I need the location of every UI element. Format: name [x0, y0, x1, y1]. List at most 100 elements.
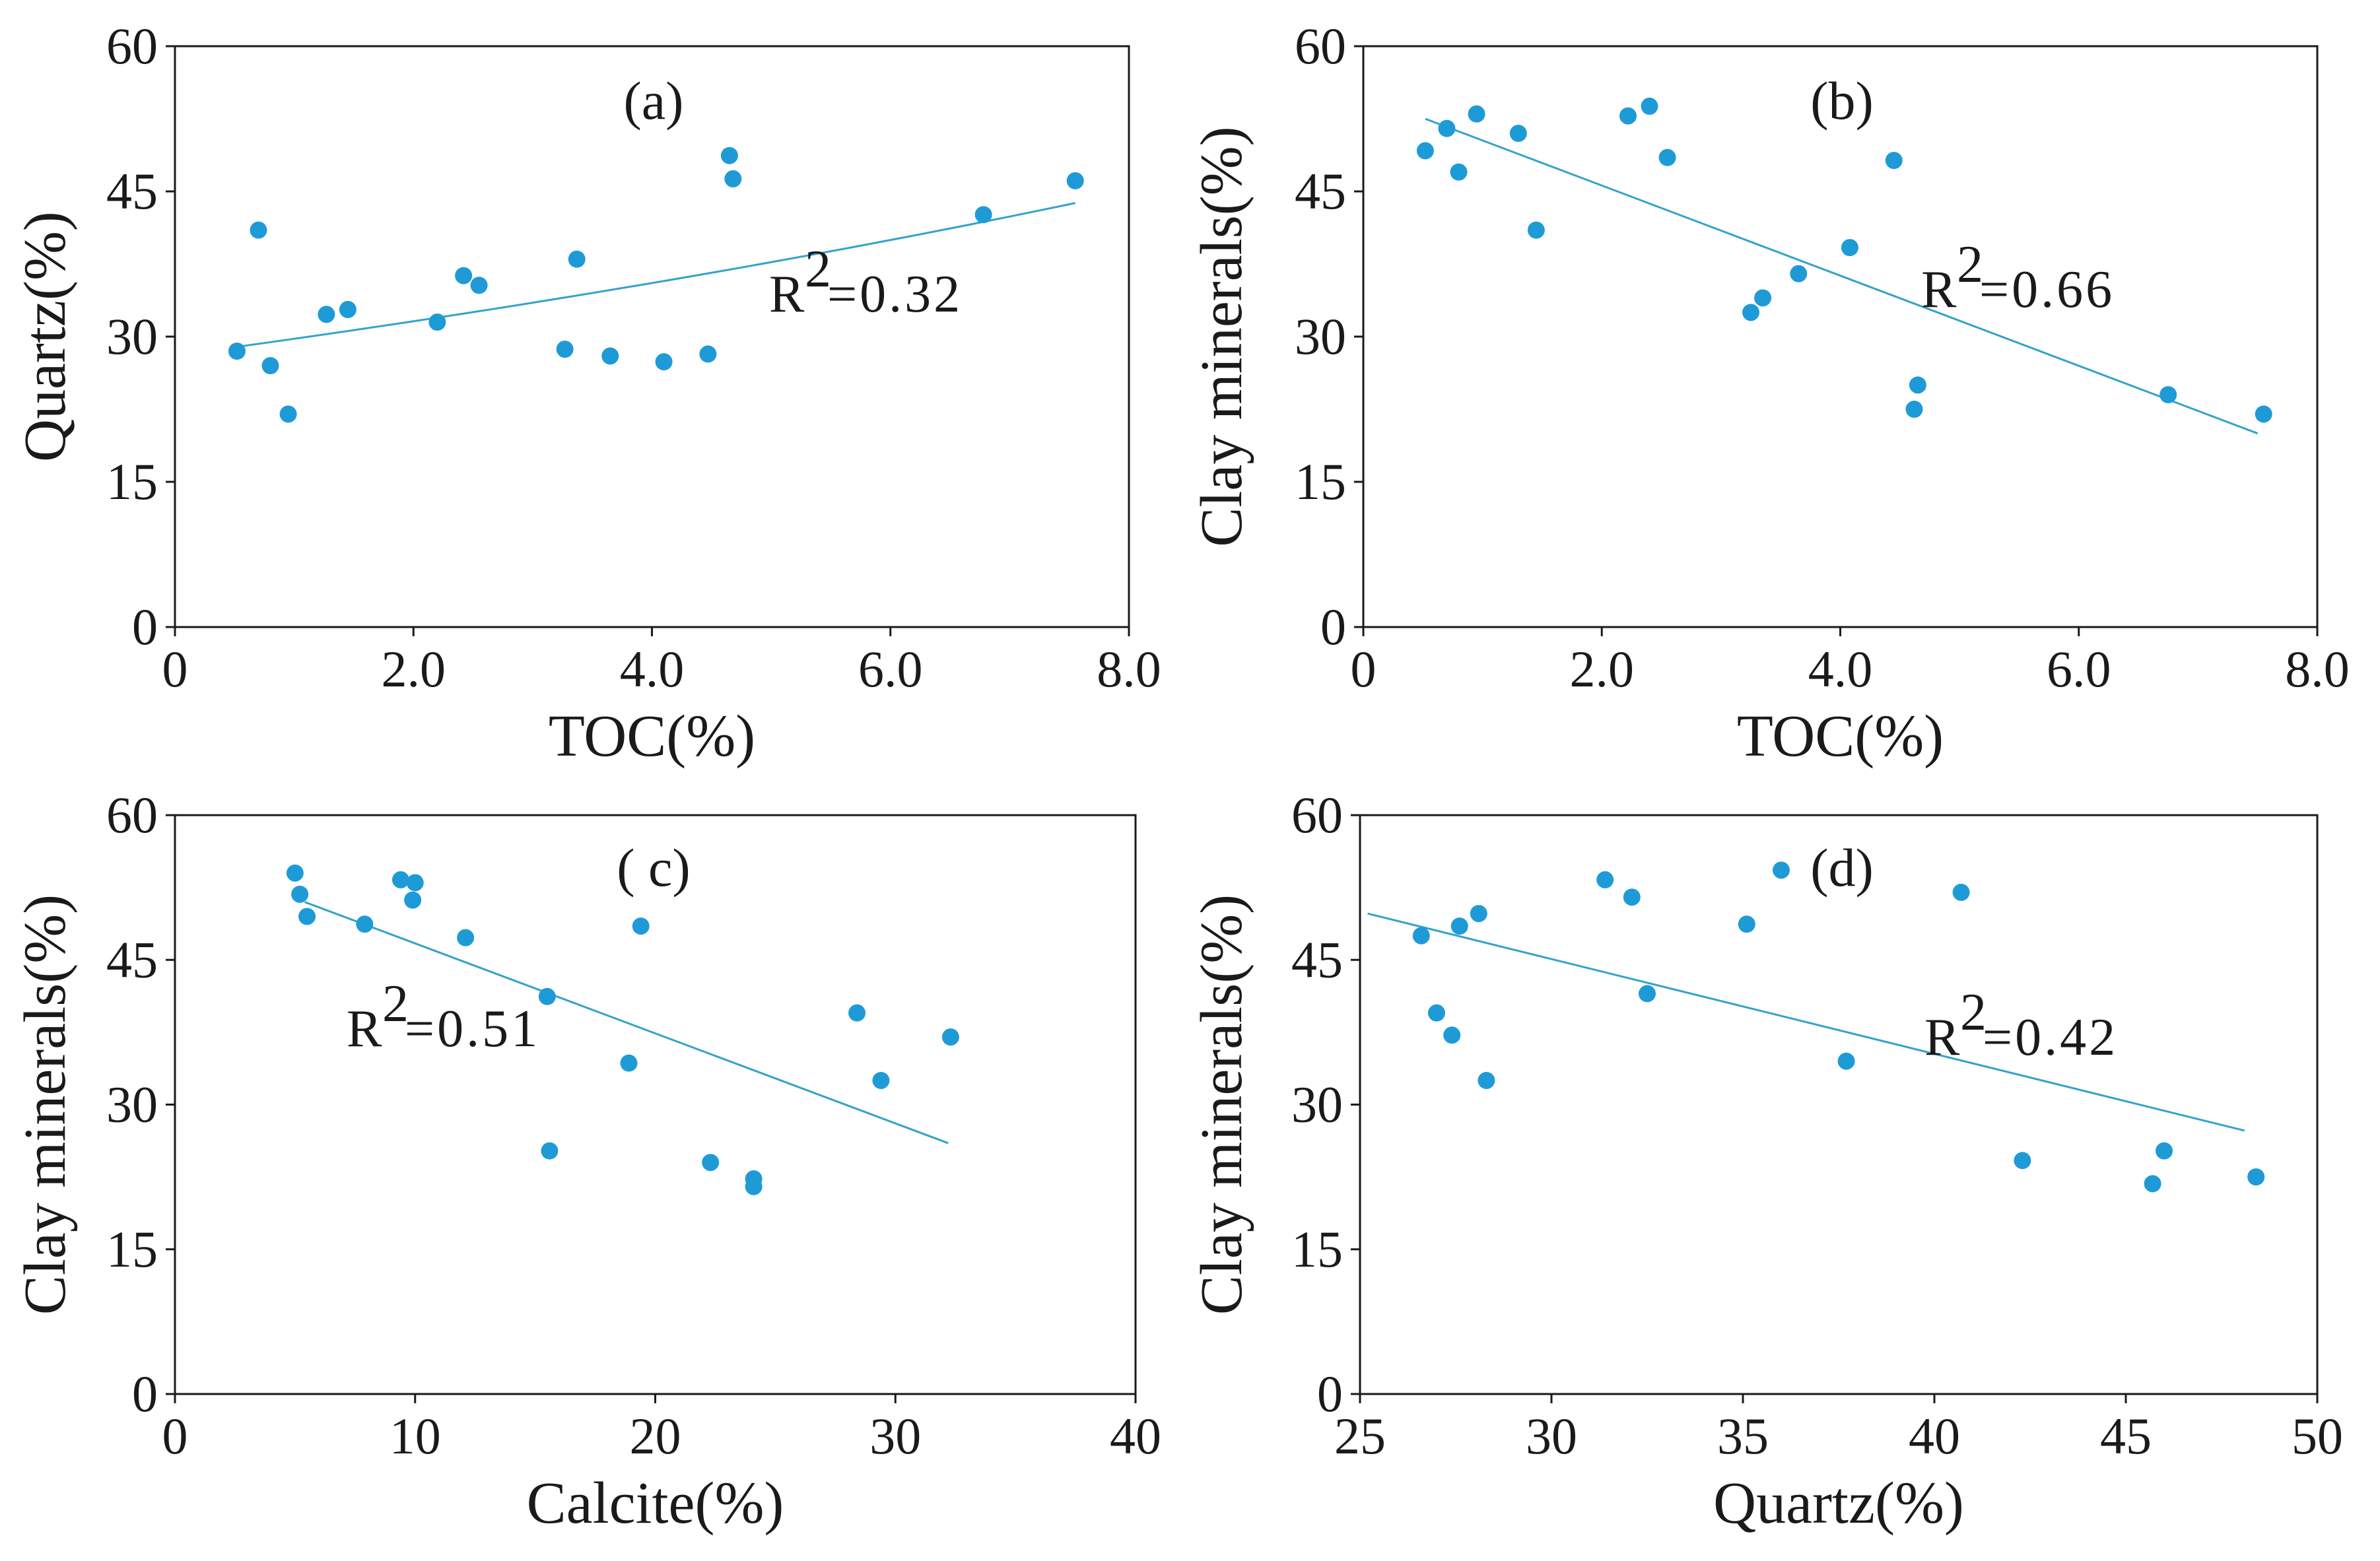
x-tick-label: 10: [390, 1407, 441, 1465]
y-tick-label: 30: [106, 1076, 158, 1133]
x-tick-label: 8.0: [1097, 640, 1161, 698]
x-tick-label: 50: [2292, 1407, 2343, 1465]
data-point: [601, 347, 619, 365]
x-tick-label: 6.0: [2047, 640, 2111, 698]
y-tick-label: 60: [106, 786, 158, 844]
r-squared-label: R: [1924, 1009, 1960, 1067]
r-squared-superscript: 2: [382, 975, 409, 1033]
y-tick-label: 60: [1291, 786, 1343, 844]
panel-label: (a): [623, 71, 683, 131]
plot-frame: [174, 814, 1137, 1395]
data-point: [620, 1054, 638, 1072]
data-point: [455, 267, 473, 284]
data-point: [1641, 97, 1658, 115]
panel-b: 0 2.0 4.0 6.0 8.0 0 15 30 45 60 TOC(%) Clay mineral…: [1189, 17, 2350, 769]
data-point: [1952, 883, 1970, 901]
data-point: [1470, 905, 1487, 923]
data-point: [1623, 888, 1641, 906]
x-tick-label: 0: [162, 640, 188, 698]
x-tick-label: 30: [869, 1407, 921, 1465]
x-tick-label: 8.0: [2285, 640, 2350, 698]
data-point: [1450, 917, 1468, 935]
data-point: [457, 929, 475, 947]
data-point: [699, 345, 717, 363]
x-tick-label: 4.0: [1808, 640, 1873, 698]
x-tick-label: 4.0: [620, 640, 685, 698]
panel-label: ( c): [617, 838, 691, 898]
data-point: [2255, 405, 2272, 423]
plot-frame: [174, 45, 1130, 628]
trend-line: [1367, 912, 2245, 1132]
data-point: [568, 250, 586, 268]
data-point: [1412, 927, 1430, 945]
data-point: [279, 405, 297, 423]
panel-label: (d): [1810, 838, 1874, 898]
r-squared-value: =0.66: [1979, 261, 2115, 319]
y-tick-label: 0: [132, 598, 158, 655]
y-tick-label: 15: [1291, 1220, 1343, 1278]
x-tick-label: 25: [1334, 1407, 1386, 1465]
data-point: [1438, 119, 1456, 137]
data-point: [1639, 985, 1656, 1003]
y-tick-label: 15: [106, 1220, 158, 1278]
data-point: [228, 343, 246, 360]
trend-line: [304, 901, 949, 1145]
x-axis-label: TOC(%): [549, 704, 755, 769]
r-squared-value: =0.32: [827, 265, 963, 323]
r-squared-label: R: [769, 265, 805, 323]
data-point: [2159, 386, 2177, 403]
data-point: [261, 357, 279, 374]
data-point: [1527, 221, 1545, 239]
data-point: [1428, 1004, 1445, 1022]
data-point: [250, 221, 267, 239]
r-squared-superscript: 2: [1957, 236, 1983, 294]
data-point: [2014, 1152, 2031, 1170]
data-point: [1885, 152, 1903, 170]
data-point: [2156, 1142, 2173, 1160]
y-axis-label: Clay minerals(%): [1189, 894, 1254, 1315]
data-point: [702, 1154, 720, 1172]
data-point: [1754, 289, 1772, 307]
r-squared-label: R: [347, 1000, 382, 1058]
data-point: [1905, 401, 1923, 418]
y-tick-label: 60: [1295, 17, 1346, 75]
data-point: [724, 170, 742, 187]
y-tick-label: 45: [1295, 162, 1346, 220]
data-point: [298, 908, 316, 925]
data-point: [1658, 149, 1676, 166]
data-point: [941, 1028, 959, 1046]
data-point: [1443, 1026, 1461, 1044]
data-point: [2144, 1175, 2161, 1193]
x-axis-label: Calcite(%): [527, 1471, 784, 1536]
trend-line: [1425, 117, 2259, 435]
x-tick-label: 40: [1110, 1407, 1161, 1465]
data-point: [286, 864, 304, 882]
x-axis-label: TOC(%): [1737, 704, 1944, 769]
data-point: [404, 891, 422, 909]
y-tick-label: 45: [106, 162, 158, 220]
data-point: [632, 917, 650, 935]
data-point: [470, 277, 488, 294]
data-point: [291, 885, 309, 903]
panel-d: 25 30 35 40 45 50 0 15 30 45 60 Quartz(%) Clay miner…: [1189, 786, 2343, 1536]
r-squared-value: =0.42: [1983, 1009, 2118, 1067]
x-tick-label: 0: [162, 1407, 188, 1465]
x-tick-label: 45: [2100, 1407, 2152, 1465]
x-tick-label: 20: [630, 1407, 681, 1465]
y-tick-label: 30: [1295, 308, 1346, 365]
data-point: [1450, 163, 1468, 181]
y-tick-label: 45: [106, 931, 158, 988]
data-point: [1468, 105, 1485, 123]
y-axis-label: Quartz(%): [13, 211, 78, 462]
data-point: [318, 306, 335, 323]
data-point: [1841, 239, 1858, 257]
data-point: [848, 1004, 866, 1022]
data-point: [1790, 265, 1808, 282]
data-point: [339, 300, 357, 318]
data-point: [428, 314, 446, 331]
data-point: [1738, 915, 1755, 933]
data-point: [1837, 1052, 1855, 1070]
x-tick-label: 6.0: [858, 640, 923, 698]
r-squared-superscript: 2: [1960, 983, 1987, 1042]
